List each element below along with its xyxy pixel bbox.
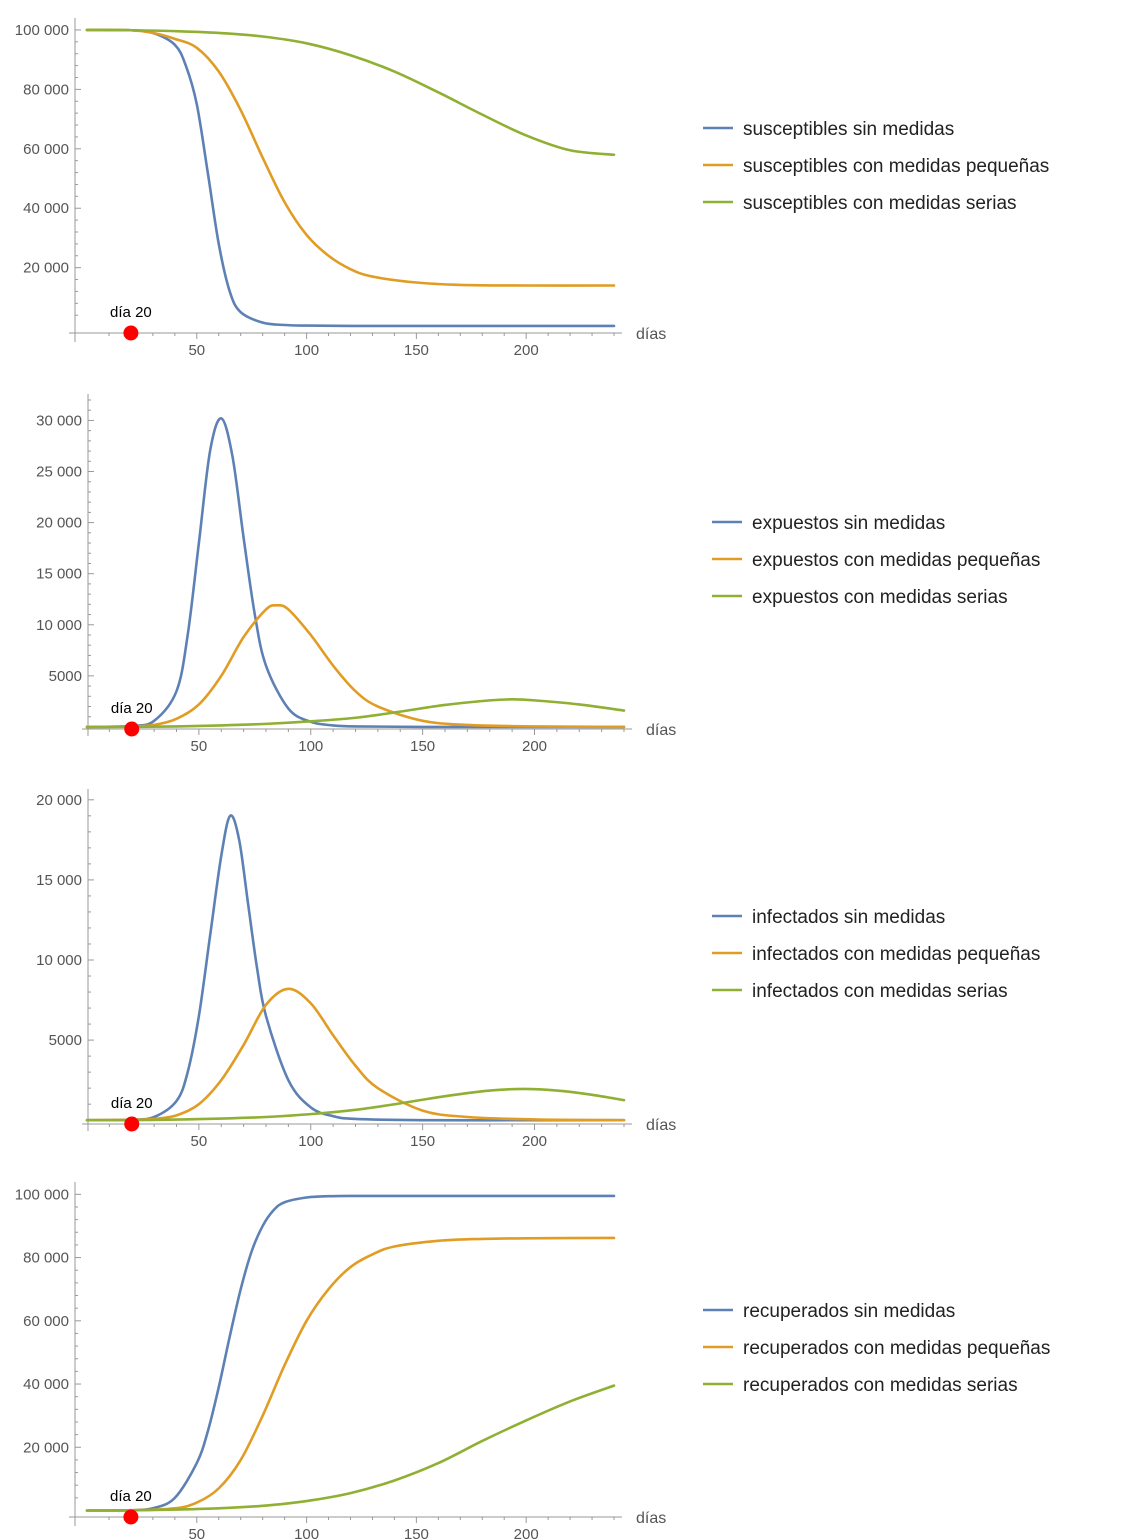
x-tick-label: 100 xyxy=(294,1526,319,1540)
x-tick-label: 200 xyxy=(522,1133,547,1150)
x-tick-label: 150 xyxy=(404,1526,429,1540)
x-tick-label: 200 xyxy=(514,1526,539,1540)
x-tick-label: 100 xyxy=(298,1133,323,1150)
day-20-marker xyxy=(124,721,140,737)
legend-label: susceptibles con medidas pequeñas xyxy=(743,156,1049,177)
y-tick-label: 40 000 xyxy=(23,200,69,217)
y-tick-label: 20 000 xyxy=(23,260,69,277)
chart-panel-1: 50 100 150 200 días 20 000 40 000 60 000 80 000 1… xyxy=(15,18,1049,359)
legend-label: infectados con medidas serias xyxy=(752,981,1008,1002)
y-tick-label: 10 000 xyxy=(36,952,82,969)
legend-label: recuperados con medidas serias xyxy=(743,1375,1018,1396)
y-tick-label: 80 000 xyxy=(23,81,69,98)
x-tick-label: 200 xyxy=(522,738,547,755)
chart-panel-2: 50 100 150 200 días 5000 10 000 15 000 20 000 25 … xyxy=(36,394,1040,755)
chart-panel-3: 50 100 150 200 días 5000 10 000 15 000 20 000 día… xyxy=(36,789,1040,1150)
series-line-sin-medidas xyxy=(85,1194,616,1512)
marker-label: día 20 xyxy=(111,1095,153,1112)
y-tick-label: 40 000 xyxy=(23,1376,69,1393)
y-tick-label: 60 000 xyxy=(23,1313,69,1330)
series-line-medidas-pequenas xyxy=(85,603,626,729)
legend-label: infectados con medidas pequeñas xyxy=(752,944,1040,965)
y-tick-label: 80 000 xyxy=(23,1250,69,1267)
x-axis-label: días xyxy=(636,1510,666,1527)
y-tick-label: 5000 xyxy=(49,1032,82,1049)
series-line-medidas-serias xyxy=(85,28,616,157)
y-tick-label: 100 000 xyxy=(15,1186,69,1203)
y-tick-label: 20 000 xyxy=(23,1439,69,1456)
series-line-medidas-pequenas xyxy=(85,1236,616,1512)
x-tick-label: 50 xyxy=(191,1133,208,1150)
legend-label: susceptibles sin medidas xyxy=(743,119,954,140)
x-axis-label: días xyxy=(636,326,666,343)
day-20-marker xyxy=(123,325,139,341)
day-20-marker xyxy=(123,1509,139,1525)
y-tick-label: 5000 xyxy=(49,668,82,685)
y-tick-label: 15 000 xyxy=(36,566,82,583)
marker-label: día 20 xyxy=(111,700,153,717)
x-tick-label: 100 xyxy=(294,342,319,359)
x-tick-label: 50 xyxy=(191,738,208,755)
day-20-marker xyxy=(124,1116,140,1132)
x-tick-label: 100 xyxy=(298,738,323,755)
x-tick-label: 200 xyxy=(514,342,539,359)
series-line-medidas-pequenas xyxy=(85,28,616,287)
y-tick-label: 20 000 xyxy=(36,515,82,532)
legend-label: recuperados sin medidas xyxy=(743,1301,955,1322)
legend-label: expuestos con medidas pequeñas xyxy=(752,550,1040,571)
series-line-medidas-serias xyxy=(85,698,626,729)
legend-label: expuestos con medidas serias xyxy=(752,587,1008,608)
marker-label: día 20 xyxy=(110,1488,152,1505)
y-tick-label: 10 000 xyxy=(36,617,82,634)
legend-label: expuestos sin medidas xyxy=(752,513,945,534)
y-tick-label: 15 000 xyxy=(36,872,82,889)
x-tick-label: 150 xyxy=(410,1133,435,1150)
series-line-medidas-serias xyxy=(85,1384,616,1512)
x-tick-label: 50 xyxy=(188,1526,205,1540)
legend-label: infectados sin medidas xyxy=(752,907,945,928)
y-tick-label: 100 000 xyxy=(15,22,69,39)
series-line-sin-medidas xyxy=(85,28,616,328)
x-axis-label: días xyxy=(646,722,676,739)
legend-label: recuperados con medidas pequeñas xyxy=(743,1338,1050,1359)
y-tick-label: 20 000 xyxy=(36,792,82,809)
legend-label: susceptibles con medidas serias xyxy=(743,193,1017,214)
x-tick-label: 150 xyxy=(404,342,429,359)
series-line-medidas-serias xyxy=(85,1087,626,1122)
chart-panel-4: 50 100 150 200 días 20 000 40 000 60 000 80 000 1… xyxy=(15,1182,1050,1540)
y-tick-label: 60 000 xyxy=(23,141,69,158)
x-tick-label: 150 xyxy=(410,738,435,755)
series-line-sin-medidas xyxy=(85,814,626,1122)
series-line-sin-medidas xyxy=(85,417,626,729)
y-tick-label: 25 000 xyxy=(36,464,82,481)
y-tick-label: 30 000 xyxy=(36,412,82,429)
marker-label: día 20 xyxy=(110,304,152,321)
series-line-medidas-pequenas xyxy=(85,987,626,1122)
x-axis-label: días xyxy=(646,1117,676,1134)
x-tick-label: 50 xyxy=(188,342,205,359)
